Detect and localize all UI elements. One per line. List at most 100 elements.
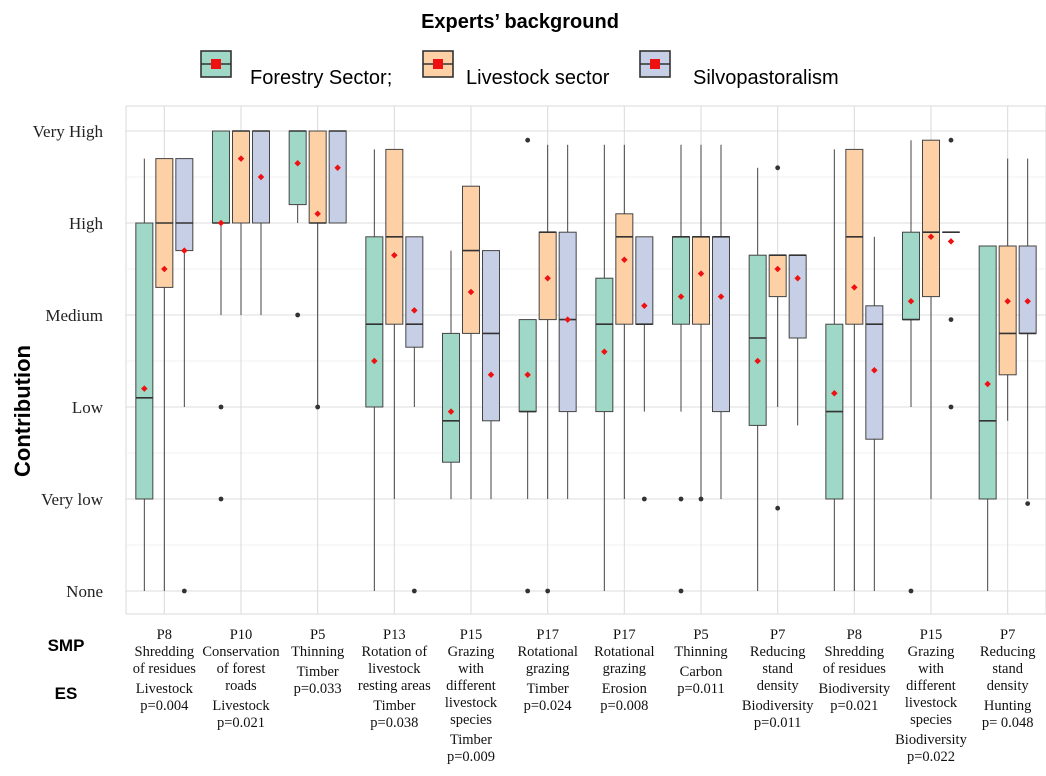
smp-label-line: different: [906, 678, 956, 694]
es-label-line: p= 0.048: [982, 715, 1034, 731]
legend: Forestry Sector; Livestock sector Silvopas…: [200, 50, 839, 89]
mean-marker: [181, 247, 188, 254]
box-body: [328, 130, 347, 224]
es-label-line: Timber: [297, 664, 339, 680]
box-series: [135, 130, 1037, 594]
smp-label-line: stand: [762, 661, 793, 677]
smp-row-label: SMP: [48, 636, 85, 655]
smp-label-line: Rotation of: [362, 644, 428, 660]
smp-label-line: grazing: [603, 661, 646, 677]
box-body: [978, 245, 997, 500]
box-body: [672, 236, 690, 325]
outlier-point: [641, 496, 647, 502]
es-label-line: p=0.022: [907, 749, 955, 765]
box: [155, 158, 174, 591]
es-label-line: p=0.011: [677, 681, 725, 697]
smp-label-line: roads: [225, 678, 257, 694]
box-body: [712, 236, 730, 413]
box: [788, 254, 807, 426]
y-tick-label: Very low: [41, 490, 104, 509]
smp-label-line: grazing: [526, 661, 569, 677]
box: [442, 250, 460, 499]
mean-marker: [411, 307, 418, 314]
mean-marker: [774, 265, 781, 273]
smp-label-line: P13: [383, 627, 406, 643]
box-body: [788, 254, 807, 339]
smp-label-line: P5: [310, 627, 325, 643]
box-body: [748, 254, 767, 426]
y-tick-label: High: [69, 214, 104, 233]
legend-mean-marker: [650, 59, 660, 69]
box-body: [1018, 245, 1037, 334]
y-tick-label: None: [66, 582, 103, 601]
es-label-line: Timber: [527, 681, 569, 697]
outlier-point: [525, 588, 531, 594]
legend-mean-marker: [433, 59, 443, 69]
smp-label-line: P17: [536, 627, 559, 643]
es-label-line: p=0.008: [600, 698, 648, 714]
smp-label-line: P10: [230, 627, 253, 643]
box: [482, 250, 500, 499]
es-row-label: ES: [55, 684, 78, 703]
outlier-point: [948, 404, 954, 410]
outlier-point: [678, 588, 684, 594]
legend-item: Silvopastoralism: [639, 50, 839, 89]
box: [1018, 158, 1037, 506]
box-body: [482, 250, 500, 422]
y-tick-label: Medium: [45, 306, 103, 325]
smp-label-line: Grazing: [908, 644, 955, 660]
smp-label-line: Shredding: [135, 644, 195, 660]
box-body: [635, 236, 654, 325]
outlier-point: [218, 496, 224, 502]
box: [768, 165, 787, 511]
legend-item: Livestock sector: [422, 50, 610, 89]
y-axis-label: Contribution: [10, 345, 35, 477]
box: [615, 144, 634, 499]
smp-label-line: of forest: [217, 661, 266, 677]
box: [902, 140, 920, 594]
box: [998, 158, 1017, 421]
smp-label-line: density: [987, 678, 1030, 694]
box-body: [595, 277, 614, 413]
es-label-line: p=0.024: [524, 698, 573, 714]
box: [595, 144, 614, 591]
mean-marker: [257, 173, 265, 181]
mean-marker: [314, 210, 321, 218]
mean-marker: [831, 389, 838, 397]
es-label-line: p=0.033: [294, 681, 342, 697]
outlier-point: [315, 404, 321, 410]
smp-label-line: with: [918, 661, 945, 677]
box-body: [462, 185, 480, 334]
smp-label-line: livestock: [445, 695, 498, 711]
mean-marker: [601, 348, 608, 356]
mean-marker: [524, 371, 531, 379]
box-body: [365, 236, 384, 408]
smp-label-line: livestock: [368, 661, 421, 677]
box-body: [998, 245, 1017, 376]
box-body: [902, 231, 920, 321]
smp-label-line: Rotational: [594, 644, 654, 660]
smp-label-line: P7: [1000, 627, 1015, 643]
smp-label-line: P8: [847, 627, 862, 643]
box: [865, 236, 884, 591]
box: [748, 167, 767, 591]
mean-marker: [947, 238, 955, 245]
box: [175, 158, 194, 594]
y-tick-label: Very High: [33, 122, 104, 141]
box: [922, 139, 940, 499]
outlier-point: [908, 588, 914, 594]
smp-label-line: density: [757, 678, 800, 694]
smp-label-line: resting areas: [358, 678, 431, 694]
mean-marker: [294, 159, 301, 167]
es-label-line: p=0.011: [754, 715, 802, 731]
box: [942, 137, 960, 410]
smp-label-line: Reducing: [750, 644, 806, 660]
box: [518, 137, 537, 594]
plot-panel: [125, 105, 1046, 615]
